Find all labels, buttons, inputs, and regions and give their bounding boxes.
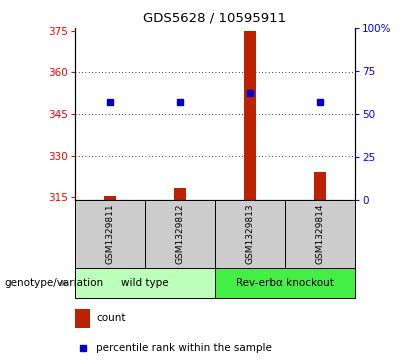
Title: GDS5628 / 10595911: GDS5628 / 10595911 [144,11,286,24]
Bar [244,31,256,200]
Text: count: count [96,313,126,323]
Bar [174,188,186,200]
Text: wild type: wild type [121,278,169,288]
Bar [104,196,116,200]
Text: Rev-erbα knockout: Rev-erbα knockout [236,278,334,288]
Text: GSM1329814: GSM1329814 [315,204,325,264]
Bar [215,200,285,268]
Bar [314,172,326,200]
Bar [75,268,215,298]
Bar [145,200,215,268]
Text: genotype/variation: genotype/variation [4,278,103,288]
Bar [75,309,90,328]
Text: percentile rank within the sample: percentile rank within the sample [96,343,272,353]
Bar [285,200,355,268]
Text: GSM1329812: GSM1329812 [176,204,184,264]
Text: GSM1329811: GSM1329811 [105,204,115,264]
Bar [75,200,145,268]
Bar [215,268,355,298]
Text: GSM1329813: GSM1329813 [246,204,255,264]
